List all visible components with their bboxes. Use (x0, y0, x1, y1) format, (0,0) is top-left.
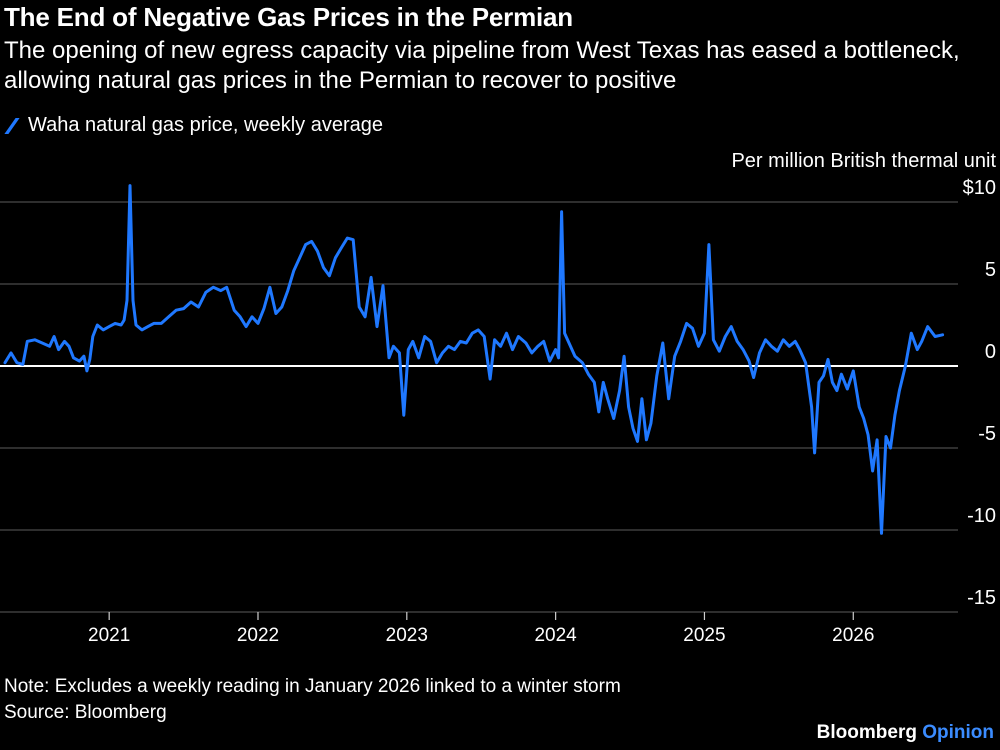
y-tick-label: -10 (967, 505, 996, 527)
note-text: Note: Excludes a weekly reading in Janua… (4, 676, 621, 697)
x-tick-label: 2024 (534, 625, 577, 646)
y-axis-unit-label: Per million British thermal unit (731, 150, 996, 172)
y-tick-label: -5 (978, 423, 996, 445)
series-line-waha (3, 184, 945, 535)
chart-subtitle: The opening of new egress capacity via p… (4, 37, 960, 94)
brand-logo: Bloomberg Opinion (817, 722, 994, 744)
x-tick-label: 2026 (832, 625, 874, 646)
y-axis-ticks: $10 5 0 -5 -10 -15 (963, 177, 996, 609)
footnote: Note: Excludes a weekly reading in Janua… (4, 674, 621, 726)
x-tick-label: 2023 (386, 625, 428, 646)
legend-label: Waha natural gas price, weekly average (28, 114, 383, 136)
x-tick-label: 2021 (88, 625, 130, 646)
legend: Waha natural gas price, weekly average (4, 114, 383, 137)
gridlines (0, 201, 958, 613)
source-text: Source: Bloomberg (4, 702, 167, 723)
brand-main: Bloomberg (816, 722, 917, 743)
y-tick-label: 0 (985, 341, 996, 363)
y-tick-label: $10 (963, 177, 996, 199)
chart-title: The End of Negative Gas Prices in the Pe… (4, 2, 573, 32)
x-tick-label: 2022 (237, 625, 279, 646)
x-tick-label: 2025 (683, 625, 725, 646)
y-tick-label: 5 (985, 259, 996, 281)
x-axis-ticks: 2021 2022 2023 2024 2025 2026 (88, 612, 874, 646)
y-tick-label: -15 (967, 587, 996, 609)
series-layer (3, 184, 945, 535)
brand-accent: Opinion (922, 722, 994, 743)
